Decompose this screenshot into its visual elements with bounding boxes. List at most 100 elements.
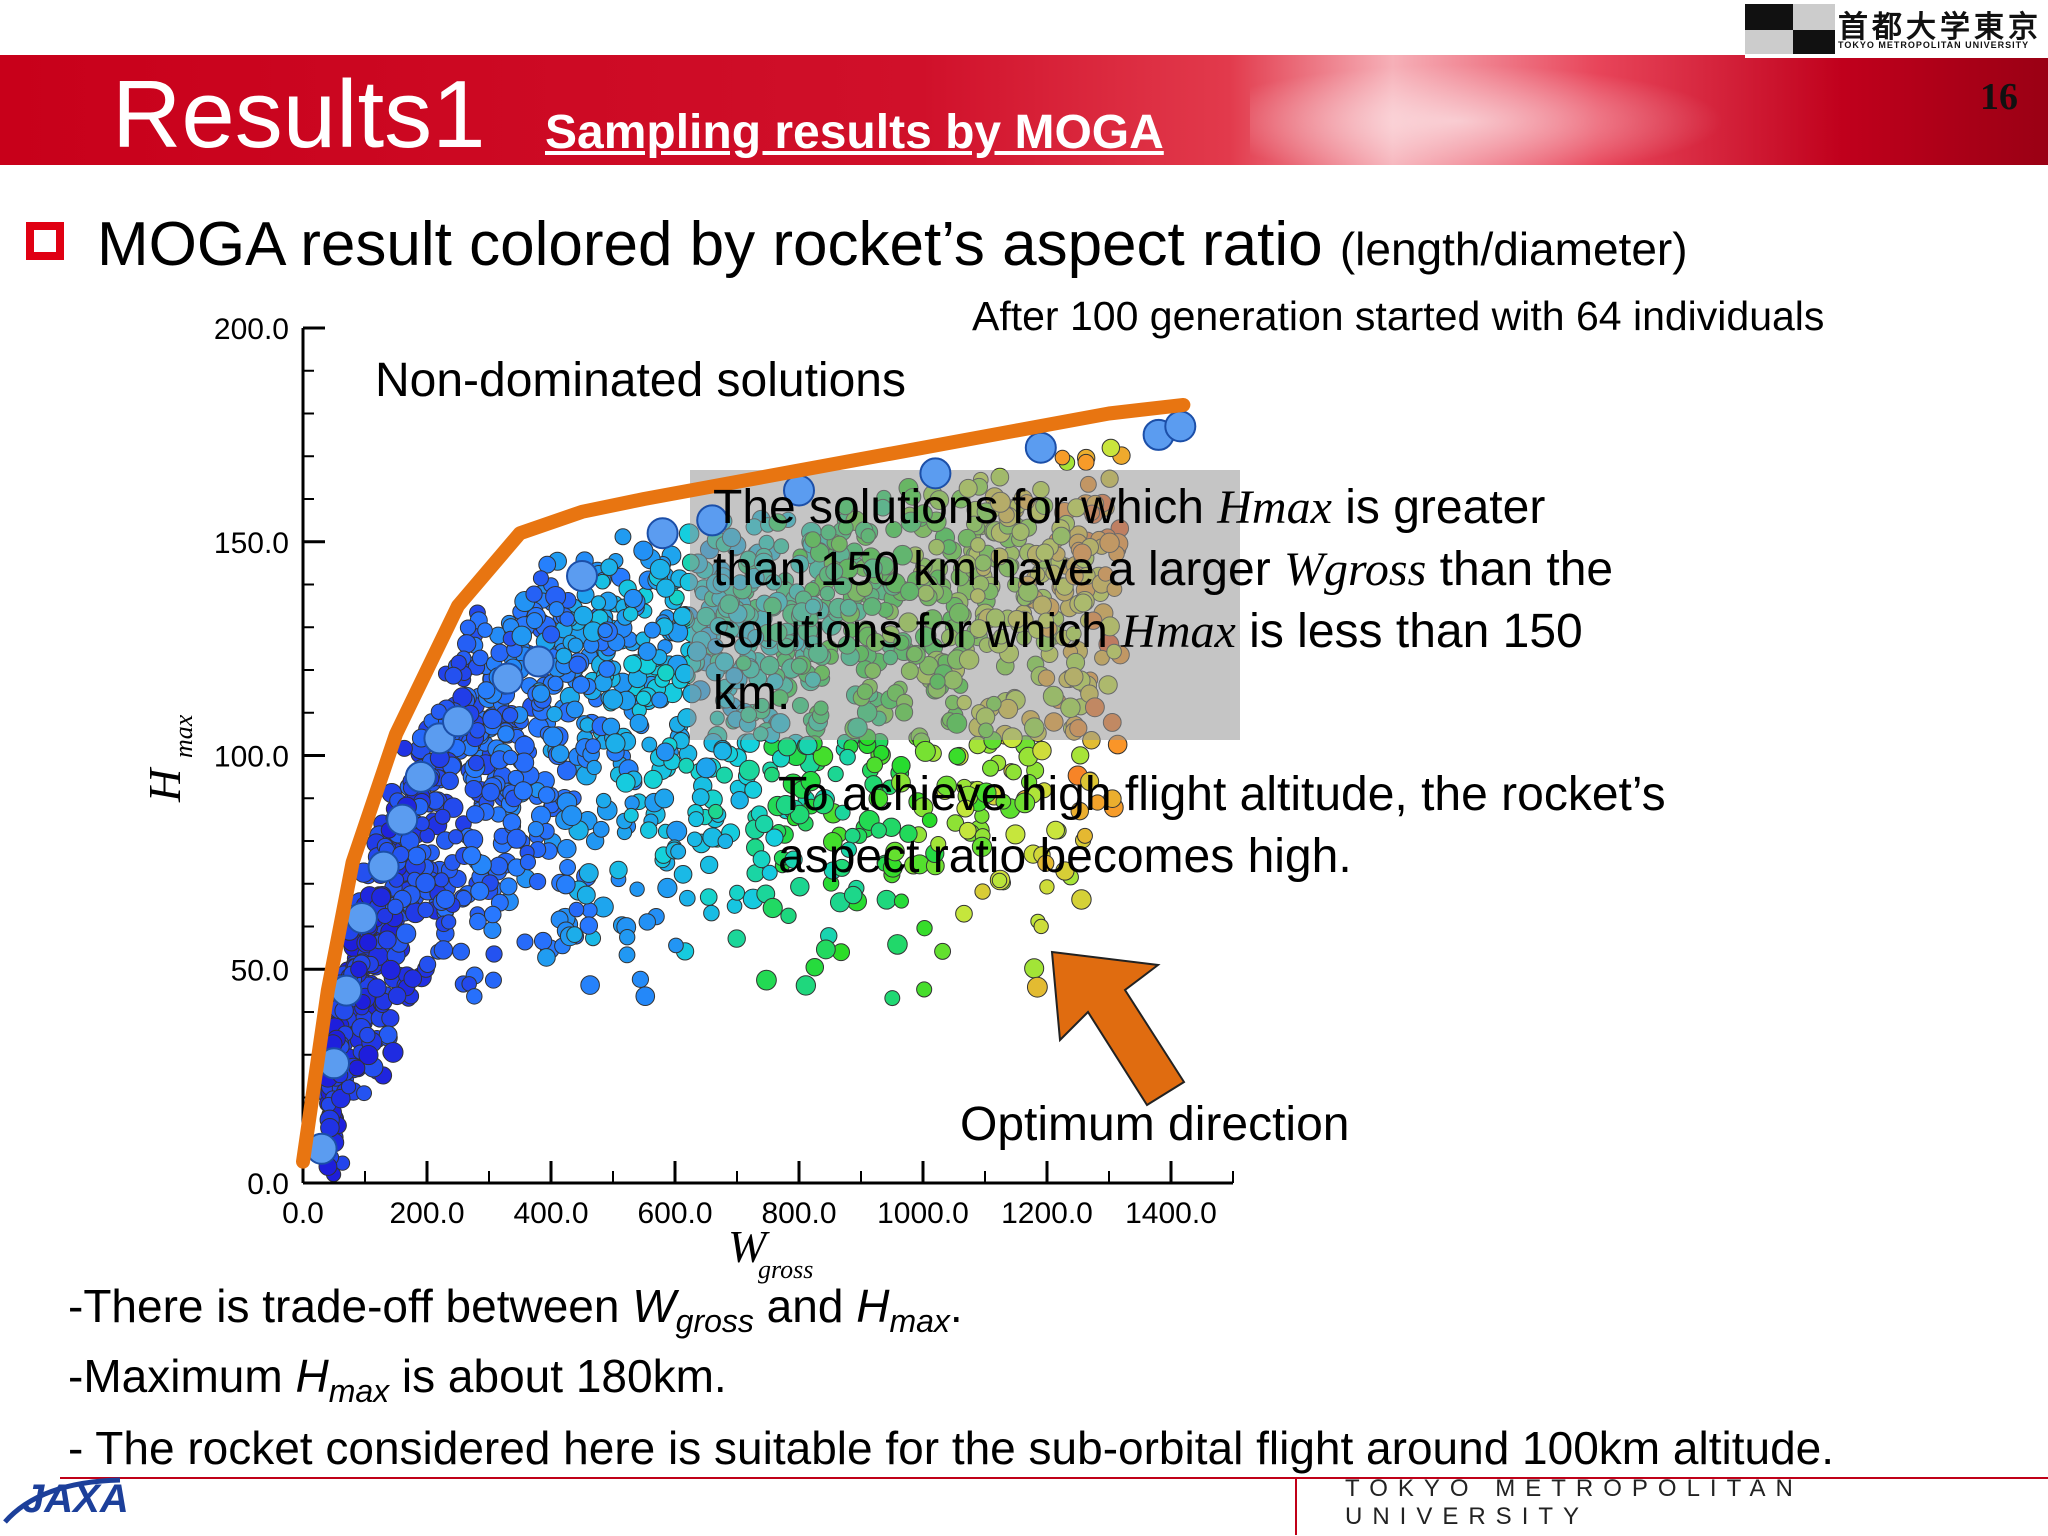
data-point bbox=[542, 726, 564, 748]
data-point bbox=[387, 986, 407, 1006]
data-point bbox=[1005, 763, 1022, 781]
x-tick-label: 400.0 bbox=[513, 1197, 588, 1230]
x-tick-label: 800.0 bbox=[761, 1197, 836, 1230]
data-point bbox=[1014, 792, 1036, 814]
data-point bbox=[657, 664, 675, 682]
data-point bbox=[502, 812, 522, 832]
data-point bbox=[348, 1059, 366, 1077]
data-point bbox=[623, 807, 639, 823]
data-point bbox=[1080, 771, 1100, 792]
y-axis-label: H bbox=[139, 766, 190, 803]
pareto-front-curve bbox=[296, 397, 1191, 1169]
x-tick-label: 0.0 bbox=[282, 1197, 324, 1230]
x-axis-label: W bbox=[728, 1221, 770, 1272]
data-point bbox=[1077, 453, 1095, 471]
data-point bbox=[568, 655, 587, 674]
university-name-jp: 首都大学東京 bbox=[1838, 11, 2042, 44]
data-point bbox=[995, 793, 1012, 810]
data-point bbox=[666, 820, 688, 842]
y-axis-label-sub: max bbox=[169, 714, 198, 758]
data-point bbox=[415, 872, 436, 894]
y-tick-label: 100.0 bbox=[214, 741, 289, 774]
data-point bbox=[490, 643, 510, 663]
data-point bbox=[501, 707, 519, 724]
front-point bbox=[367, 850, 400, 883]
data-point bbox=[470, 881, 490, 901]
data-point bbox=[686, 831, 703, 848]
data-point bbox=[744, 780, 763, 799]
x-axis-label-sub: gross bbox=[758, 1255, 813, 1284]
data-point bbox=[525, 585, 543, 603]
data-point bbox=[827, 765, 844, 783]
x-tick-label: 1200.0 bbox=[1001, 1197, 1093, 1230]
data-point bbox=[670, 843, 687, 860]
y-tick-label: 50.0 bbox=[231, 954, 289, 987]
data-point bbox=[948, 747, 966, 765]
data-point bbox=[387, 898, 404, 916]
data-point bbox=[635, 986, 656, 1007]
data-point bbox=[1046, 820, 1065, 840]
data-point bbox=[887, 934, 908, 955]
data-point bbox=[484, 971, 502, 989]
front-point bbox=[386, 803, 419, 836]
data-point bbox=[623, 654, 642, 674]
data-point bbox=[1032, 740, 1052, 761]
data-point bbox=[868, 788, 889, 809]
data-point bbox=[844, 885, 863, 905]
university-logo-mark bbox=[1745, 4, 1835, 54]
data-point bbox=[466, 988, 483, 1005]
data-point bbox=[959, 821, 977, 840]
data-point bbox=[547, 675, 564, 692]
data-point bbox=[775, 794, 796, 816]
data-point bbox=[717, 833, 734, 850]
data-point bbox=[550, 744, 570, 763]
data-point bbox=[516, 933, 534, 951]
data-point bbox=[578, 863, 599, 883]
data-point bbox=[619, 929, 636, 946]
data-point bbox=[654, 788, 675, 809]
data-point bbox=[726, 898, 743, 914]
data-point bbox=[643, 769, 663, 789]
front-point bbox=[442, 705, 474, 738]
data-point bbox=[893, 893, 909, 909]
footer-university-name: TOKYO METROPOLITAN UNIVERSITY bbox=[1345, 1475, 1803, 1530]
x-tick-label: 600.0 bbox=[637, 1197, 712, 1230]
footer-line bbox=[60, 1477, 1300, 1479]
data-point bbox=[1037, 854, 1055, 872]
footer-box bbox=[1295, 1477, 2048, 1535]
data-point bbox=[899, 824, 918, 843]
data-point bbox=[668, 937, 684, 954]
data-point bbox=[567, 637, 584, 654]
data-point bbox=[641, 736, 658, 753]
data-point bbox=[590, 595, 607, 611]
data-point bbox=[1055, 861, 1075, 881]
data-point bbox=[513, 781, 533, 801]
data-point bbox=[738, 759, 760, 781]
data-point bbox=[433, 872, 450, 888]
data-point bbox=[618, 946, 636, 964]
data-point bbox=[506, 828, 527, 849]
data-point bbox=[1071, 746, 1090, 765]
data-point bbox=[635, 690, 652, 706]
data-point bbox=[571, 675, 591, 694]
data-point bbox=[870, 822, 887, 839]
data-point bbox=[780, 907, 797, 924]
data-point bbox=[440, 771, 459, 791]
data-point bbox=[546, 706, 563, 723]
data-point bbox=[839, 748, 856, 766]
scatter-chart: 0.0 200.0 400.0 600.0 800.0 1000.0 1200.0 1400.… bbox=[139, 313, 1240, 1284]
data-point bbox=[537, 948, 556, 967]
data-point bbox=[691, 788, 710, 807]
annotation-aspect-ratio: To achieve high flight altitude, the roc… bbox=[778, 768, 1666, 883]
data-point bbox=[497, 725, 515, 743]
y-tick-label: 0.0 bbox=[247, 1168, 289, 1201]
data-point bbox=[1033, 918, 1049, 935]
data-point bbox=[485, 945, 503, 963]
data-point bbox=[615, 772, 636, 793]
data-point bbox=[678, 757, 695, 774]
data-point bbox=[936, 775, 957, 797]
data-point bbox=[605, 733, 626, 754]
data-point bbox=[629, 881, 645, 897]
data-point bbox=[866, 756, 884, 774]
data-point bbox=[727, 929, 746, 948]
